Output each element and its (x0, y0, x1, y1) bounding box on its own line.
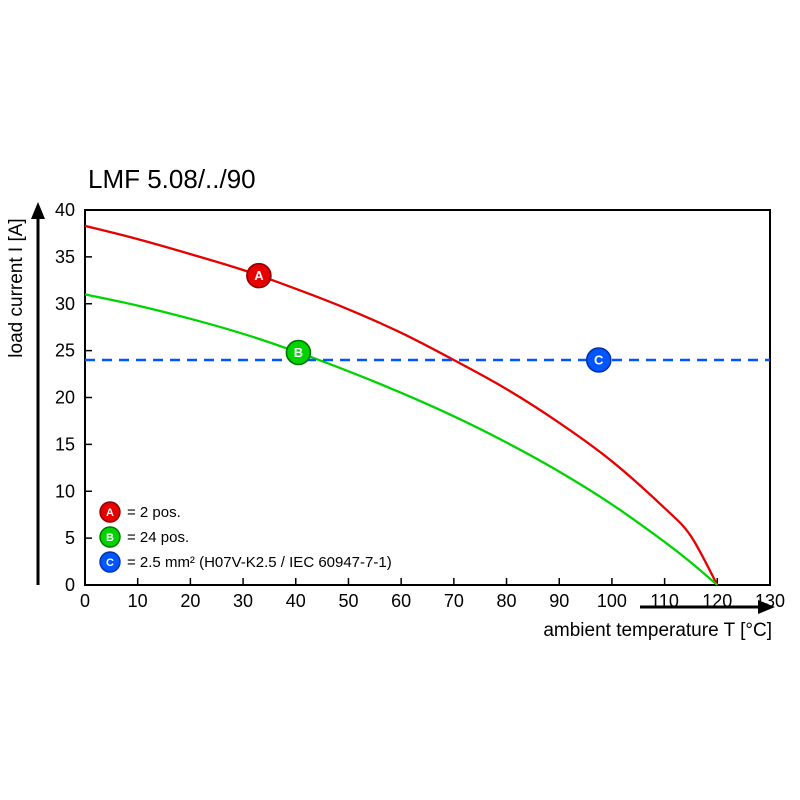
x-axis-arrow (640, 600, 775, 614)
y-tick-label: 30 (55, 294, 75, 314)
curve-b (84, 293, 719, 586)
legend-label: = 2 pos. (127, 504, 181, 521)
marker-letter: C (594, 353, 604, 368)
marker-c: C (585, 347, 612, 373)
y-tick-label: 5 (65, 528, 75, 548)
legend-label: = 24 pos. (127, 529, 189, 546)
legend-label: = 2.5 mm² (H07V-K2.5 / IEC 60947-7-1) (127, 554, 392, 571)
legend-marker (99, 526, 121, 548)
x-tick-label: 130 (755, 591, 785, 611)
legend-item-b: B = 24 pos. (99, 526, 189, 548)
x-tick-label: 100 (597, 591, 627, 611)
y-tick-label: 20 (55, 388, 75, 408)
x-tick-label: 30 (233, 591, 253, 611)
legend-marker (99, 501, 121, 523)
legend-marker (99, 551, 121, 573)
y-tick-label: 10 (55, 481, 75, 501)
x-tick-label: 0 (80, 591, 90, 611)
x-tick-label: 90 (549, 591, 569, 611)
marker-circle (246, 262, 272, 289)
marker-b: B (285, 339, 312, 366)
y-tick-label: 15 (55, 434, 75, 454)
x-tick-label: 80 (497, 591, 517, 611)
x-tick-label: 10 (128, 591, 148, 611)
chart-title: LMF 5.08/../90 (88, 164, 256, 194)
marker-a: A (246, 262, 272, 289)
legend-letter: A (106, 507, 114, 519)
x-tick-label: 60 (391, 591, 411, 611)
legend-item-a: A = 2 pos. (99, 501, 181, 523)
x-tick-label: 110 (650, 591, 679, 611)
x-tick-label: 40 (286, 591, 306, 611)
x-axis-label: ambient temperature T [°C] (543, 620, 772, 641)
y-tick-label: 35 (55, 247, 75, 267)
marker-letter: B (294, 345, 303, 360)
x-tick-label: 50 (338, 591, 358, 611)
y-tick-label: 0 (65, 575, 75, 595)
y-axis-arrow (31, 202, 45, 585)
legend-item-c: C = 2.5 mm² (H07V-K2.5 / IEC 60947-7-1) (99, 551, 392, 573)
y-axis-label: load current I [A] (6, 218, 27, 357)
marker-circle (285, 339, 312, 366)
x-tick-label: 70 (444, 591, 464, 611)
legend-letter: B (106, 532, 114, 544)
x-tick-label: 20 (180, 591, 200, 611)
y-tick-label: 40 (55, 200, 75, 220)
marker-letter: A (254, 268, 264, 283)
marker-circle (585, 347, 612, 373)
plot-area: 0 10 20 30 40 50 60 70 80 90 100 110 120 130 0 5 10 15 20 2… (55, 200, 785, 611)
curve-a (84, 224, 719, 586)
x-tick-label: 120 (702, 591, 732, 611)
y-tick-label: 25 (55, 341, 75, 361)
legend-letter: C (106, 557, 114, 569)
